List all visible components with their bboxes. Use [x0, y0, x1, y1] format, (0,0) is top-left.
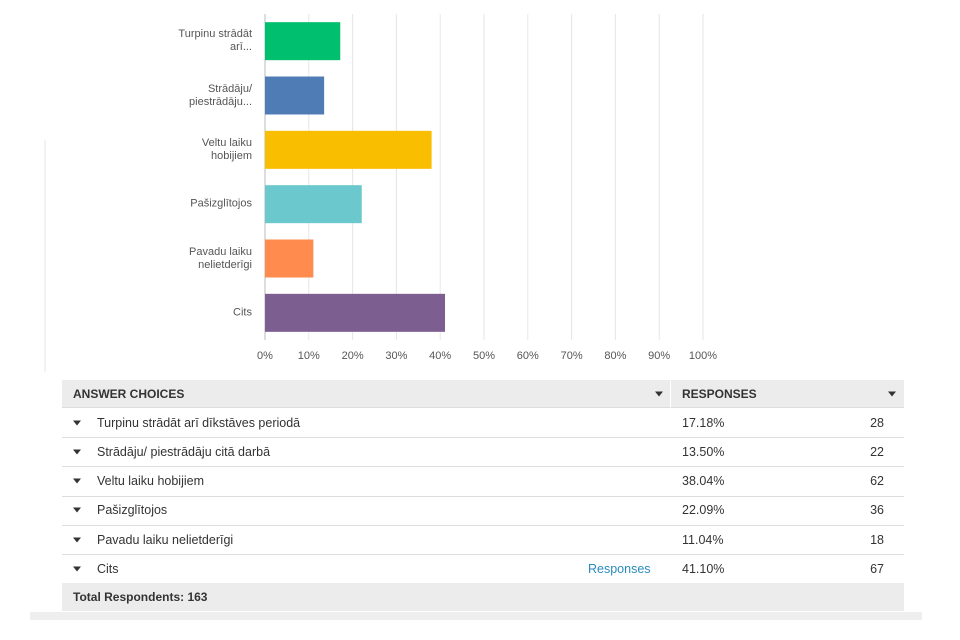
bottom-band	[30, 612, 922, 620]
expand-caret[interactable]	[73, 478, 81, 484]
response-count: 67	[870, 562, 884, 576]
x-tick-label: 60%	[517, 350, 539, 362]
answer-choice: Turpinu strādāt arī dīkstāves periodā	[97, 415, 301, 430]
category-label: Pavadu laiku nelietderīgi	[189, 245, 252, 271]
response-count: 62	[870, 474, 884, 489]
table-footer: Total Respondents: 163	[62, 583, 904, 611]
response-count: 22	[870, 444, 884, 459]
x-tick-label: 0%	[257, 350, 273, 362]
response-count: 36	[870, 503, 884, 518]
answer-choice: Pavadu laiku nelietderīgi	[97, 532, 234, 547]
response-percent: 22.09%	[682, 503, 725, 518]
bar	[265, 22, 341, 61]
category-label: Strādāju/ piestrādāju...	[189, 82, 252, 108]
expand-caret[interactable]	[73, 566, 81, 572]
x-tick-label: 70%	[561, 350, 583, 362]
sort-caret[interactable]	[888, 391, 896, 396]
answer-choice: Cits	[97, 562, 119, 576]
bar	[265, 76, 325, 115]
response-percent: 13.50%	[682, 444, 725, 459]
bar	[265, 130, 432, 169]
expand-caret[interactable]	[73, 507, 81, 513]
total-respondents: Total Respondents: 163	[73, 590, 208, 604]
category-label: Turpinu strādāt arī...	[178, 28, 252, 54]
x-tick-label: 100%	[689, 350, 717, 362]
sort-caret[interactable]	[655, 391, 663, 396]
answer-choice: Veltu laiku hobijiem	[97, 474, 205, 489]
category-label: Veltu laiku hobijiem	[201, 136, 252, 162]
expand-caret[interactable]	[73, 449, 81, 455]
response-percent: 38.04%	[682, 474, 725, 489]
x-tick-label: 40%	[429, 350, 451, 362]
x-tick-label: 80%	[604, 350, 626, 362]
table-row: Strādāju/ piestrādāju citā darbā 13.50% 22	[62, 437, 904, 468]
bar	[265, 239, 314, 278]
table-row: Turpinu strādāt arī dīkstāves periodā 17.…	[62, 408, 904, 438]
header-choices: ANSWER CHOICES	[73, 386, 185, 401]
x-tick-label: 90%	[648, 350, 670, 362]
bar	[265, 185, 362, 224]
category-label: Pašizglītojos	[190, 197, 252, 210]
header-responses: RESPONSES	[682, 386, 757, 401]
table-row: Veltu laiku hobijiem 38.04% 62	[62, 467, 904, 497]
answer-choice: Strādāju/ piestrādāju citā darbā	[97, 444, 271, 459]
x-tick-label: 50%	[473, 350, 495, 362]
response-percent: 11.04%	[682, 532, 724, 547]
response-percent: 41.10%	[682, 562, 725, 576]
x-tick-label: 10%	[298, 350, 320, 362]
expand-caret[interactable]	[73, 420, 81, 425]
response-count: 28	[870, 415, 884, 430]
responses-link[interactable]: Responses	[588, 562, 651, 576]
chart: 0% 10% 20% 30% 40% 50% 60% 70% 80% 90% 100%	[44, 14, 717, 372]
category-label: Cits	[233, 306, 252, 319]
bar	[265, 293, 446, 332]
response-percent: 17.18%	[682, 415, 725, 430]
answer-choice: Pašizglītojos	[97, 503, 168, 518]
response-count: 18	[870, 532, 884, 547]
table-row: Pavadu laiku nelietderīgi 11.04% 18	[62, 525, 904, 556]
x-tick-label: 20%	[342, 350, 364, 362]
expand-caret[interactable]	[73, 537, 81, 543]
header-divider	[670, 380, 671, 407]
table-header: ANSWER CHOICES RESPONSES	[62, 380, 904, 408]
table-row: Cits Responses 41.10% 67	[62, 555, 904, 585]
table-row: Pašizglītojos 22.09% 36	[62, 496, 904, 526]
x-tick-label: 30%	[385, 350, 407, 362]
